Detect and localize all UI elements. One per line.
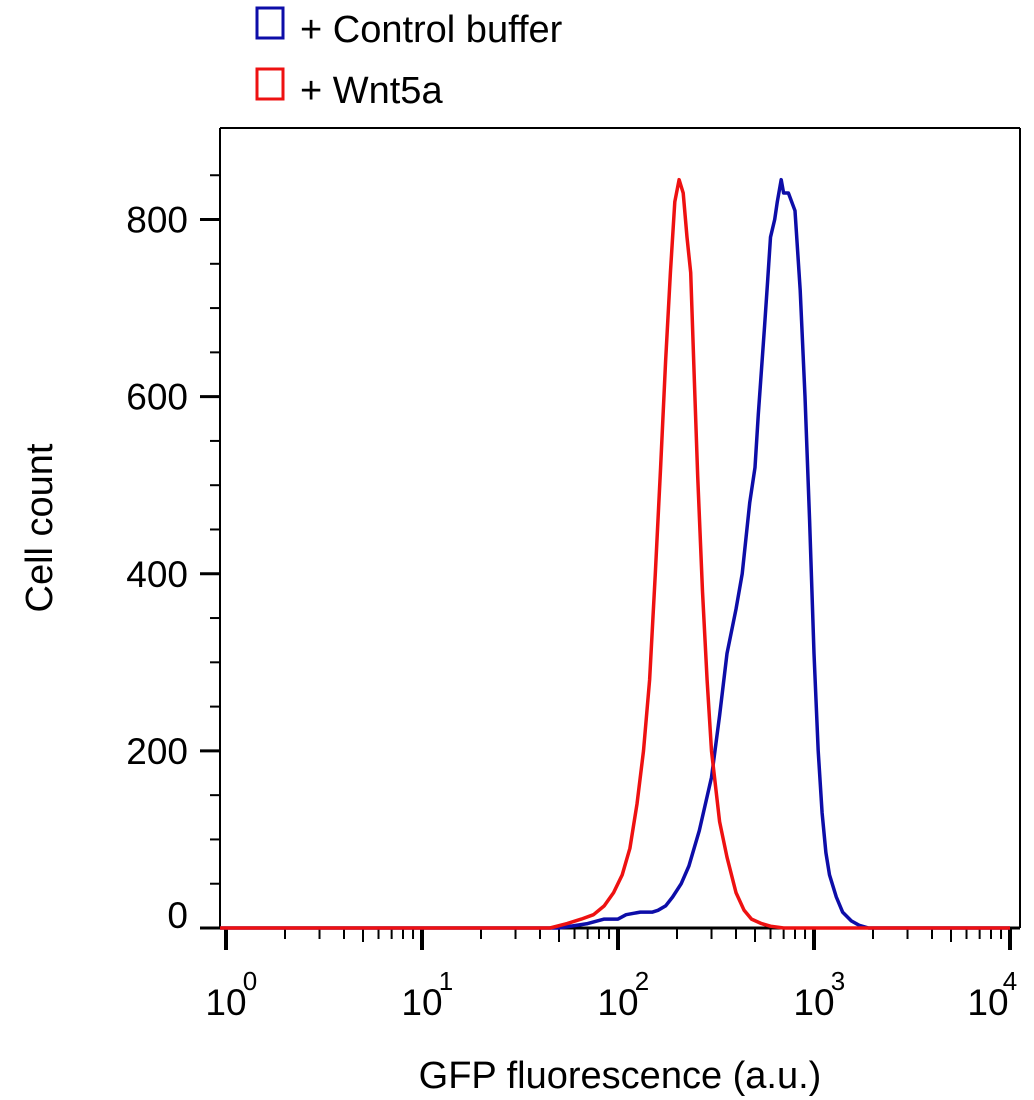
y-tick-label: 600 — [126, 377, 188, 418]
series-wnt5a-line — [220, 177, 1010, 930]
x-tick-exponent: 4 — [1003, 966, 1017, 996]
series-layer — [220, 177, 1010, 930]
y-axis-ticks: 0 200 400 600 800 — [126, 174, 220, 936]
x-tick-label: 10 — [967, 982, 1008, 1023]
x-tick-label: 10 — [401, 982, 442, 1023]
x-tick-exponent: 2 — [635, 966, 649, 996]
y-tick-label: 200 — [126, 731, 188, 772]
x-tick-label: 10 — [205, 982, 246, 1023]
x-tick-exponent: 3 — [831, 966, 845, 996]
legend-swatch-wnt5a — [255, 67, 285, 101]
legend-swatch-control — [255, 6, 285, 40]
x-axis-title: GFP fluorescence (a.u.) — [419, 1055, 822, 1097]
series-control-buffer-line — [220, 177, 1010, 930]
plot-frame — [219, 127, 1021, 930]
y-tick-label: 800 — [126, 200, 188, 241]
y-tick-label: 0 — [167, 895, 188, 936]
legend-label-wnt5a: + Wnt5a — [300, 70, 443, 112]
legend-label-control: + Control buffer — [300, 9, 563, 51]
x-tick-exponent: 0 — [243, 966, 257, 996]
x-tick-label: 10 — [597, 982, 638, 1023]
legend: + Control buffer + Wnt5a — [255, 6, 563, 112]
x-tick-exponent: 1 — [439, 966, 453, 996]
x-tick-label: 10 — [793, 982, 834, 1023]
y-axis-title: Cell count — [19, 443, 61, 612]
y-tick-label: 400 — [126, 554, 188, 595]
